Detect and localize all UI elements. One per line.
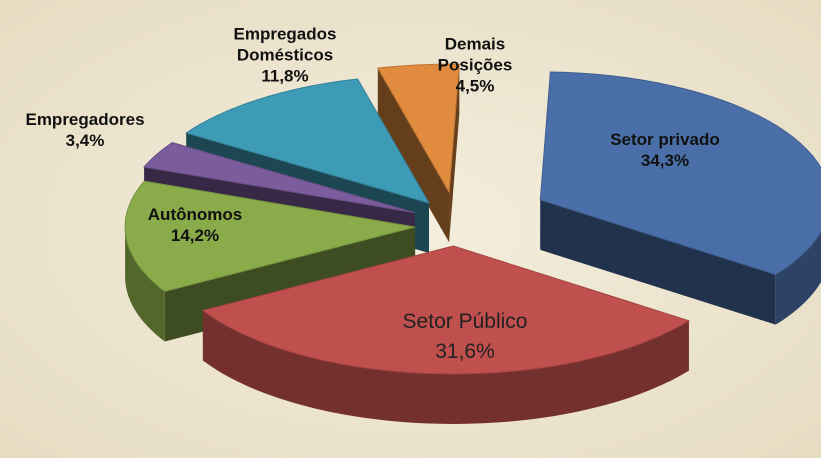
category-label: Autônomos — [147, 205, 243, 224]
slice — [201, 245, 691, 375]
slice-side — [377, 68, 450, 243]
category-label: Setor Público — [402, 310, 528, 333]
value-label: 31,6% — [435, 340, 495, 363]
slice-label: Empregados Domésticos 11,8% — [210, 24, 360, 87]
slice-side — [540, 199, 776, 325]
value-label: 14,2% — [170, 226, 220, 245]
slice-wall — [202, 310, 689, 424]
value-label: 3,4% — [65, 131, 105, 150]
slice — [124, 180, 416, 293]
value-label: 4,5% — [455, 76, 495, 96]
category-label: Setor privado — [610, 130, 720, 149]
category-label: Demais Posições — [437, 34, 513, 75]
slice-label: Setor privado 34,3% — [610, 129, 720, 171]
slice-label: Autônomos 14,2% — [148, 204, 242, 246]
slice-label: Demais Posições 4,5% — [430, 34, 520, 97]
slice-wall — [775, 232, 821, 325]
slice-label: Setor Público 31,6% — [403, 307, 528, 367]
slice-side — [449, 64, 460, 243]
slice-label: Empregadores 3,4% — [25, 109, 144, 151]
slice-wall — [125, 227, 165, 342]
value-label: 11,8% — [261, 66, 309, 86]
slice — [376, 63, 460, 194]
slice — [143, 142, 416, 214]
slice — [184, 78, 430, 204]
slice — [539, 71, 821, 276]
category-label: Empregadores — [25, 110, 145, 129]
value-label: 34,3% — [640, 151, 690, 170]
category-label: Empregados Domésticos — [233, 24, 337, 65]
